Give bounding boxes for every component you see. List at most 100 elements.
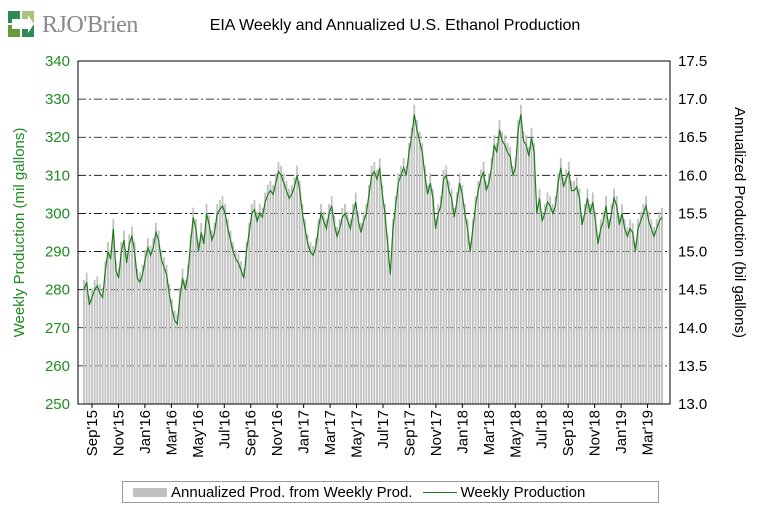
annualized-bar [618,215,621,404]
x-tick-label: Nov'15 [110,410,127,456]
annualized-bar [647,211,650,404]
annualized-bar [194,219,197,404]
annualized-bar [506,142,509,404]
annualized-bar [485,181,488,404]
right-axis-label: Annualized Production (bil gallons) [731,107,748,338]
annualized-bar [163,257,165,404]
annualized-bar [490,158,493,404]
annualized-bar [274,173,277,404]
annualized-bar [309,242,312,404]
annualized-bar [575,177,578,404]
annualized-bar [639,211,642,404]
x-tick-label: Jan'16 [137,410,154,454]
annualized-bar [88,295,91,404]
annualized-bar [615,196,618,404]
annualized-bar [304,219,306,404]
left-tick-label: 320 [45,129,70,146]
annualized-bar [376,169,378,404]
annualized-bar [200,222,203,404]
annualized-bar [408,142,410,404]
annualized-bar [562,177,565,404]
annualized-bar [213,222,216,404]
annualized-bar [181,268,184,404]
annualized-bar [221,196,224,404]
right-tick-label: 15.5 [678,205,707,222]
annualized-bar [487,173,490,404]
annualized-bar [456,192,458,404]
annualized-bar [613,188,615,404]
annualized-bar [578,188,581,404]
annualized-bar [394,196,397,404]
left-axis-label: Weekly Production (mil gallons) [11,128,28,338]
annualized-bar [293,177,296,404]
annualized-bar [320,203,322,404]
annualized-bar [325,219,328,404]
annualized-bar [144,249,147,404]
annualized-bar [501,131,504,404]
annualized-bar [349,219,352,404]
annualized-bar [85,272,88,404]
annualized-bar [224,203,227,404]
annualized-bar [344,203,346,404]
annualized-bar [192,207,195,404]
annualized-bar [416,120,418,405]
x-tick-label: Mar'16 [163,410,180,455]
annualized-bar [91,287,93,404]
annualized-bar [96,276,99,404]
annualized-bar [458,173,461,404]
x-tick-label: May'16 [190,410,207,458]
annualized-bar [384,203,386,404]
legend-swatch-line [422,491,457,493]
right-axis-ticks: 13.0 13.5 14.0 14.5 15.0 15.5 16.0 16.5 17.0 17.5 [678,53,707,413]
legend: Annualized Prod. from Weekly Prod. Weekl… [122,481,659,503]
annualized-bar [543,203,546,404]
weekly-production-line [83,114,663,326]
annualized-bar [170,299,173,404]
left-tick-label: 300 [45,205,70,222]
annualized-bar [549,196,552,404]
annualized-bar [527,146,530,404]
annualized-bar [551,203,554,404]
annualized-bar [440,196,442,404]
annualized-bar [514,158,517,404]
annualized-bar [115,261,117,404]
annualized-bar [306,234,309,404]
annualized-bar [123,230,125,404]
annualized-bar [432,188,434,404]
chart-title: EIA Weekly and Annualized U.S. Ethanol P… [209,17,581,34]
annualized-bar [189,234,192,404]
annualized-bar [368,184,370,404]
legend-label-line: Weekly Production [460,483,586,501]
annualized-bar [234,249,237,404]
annualized-bar [463,203,466,404]
annualized-bar [591,192,594,404]
x-tick-label: Jul'16 [216,410,233,449]
annualized-bar [509,146,512,404]
annualized-bar [338,219,341,404]
annualized-bar [610,203,613,404]
annualized-bar [637,219,639,404]
annualized-bar [285,181,288,404]
annualized-bar [360,222,362,404]
annualized-bar [466,219,469,404]
annualized-bar [328,203,330,404]
right-tick-label: 14.5 [678,282,707,299]
x-tick-label: May'17 [349,410,366,458]
annualized-bar [83,280,85,404]
x-tick-label: May'18 [507,410,524,458]
annualized-bar [272,184,275,404]
annualized-bar [256,211,259,404]
annualized-bar [482,161,485,404]
annualized-bar [599,219,602,404]
annualized-bar [258,203,261,404]
right-tick-label: 17.5 [678,53,707,70]
annualized-bar [538,188,541,404]
logo-text: RJO'Brien [42,11,138,38]
annualized-bar [205,203,208,404]
annualized-bar [250,203,253,404]
left-tick-label: 280 [45,282,70,299]
annualized-bar [365,203,368,404]
right-tick-label: 14.0 [678,320,707,337]
annualized-bar [602,211,605,404]
annualized-bar [386,234,389,404]
